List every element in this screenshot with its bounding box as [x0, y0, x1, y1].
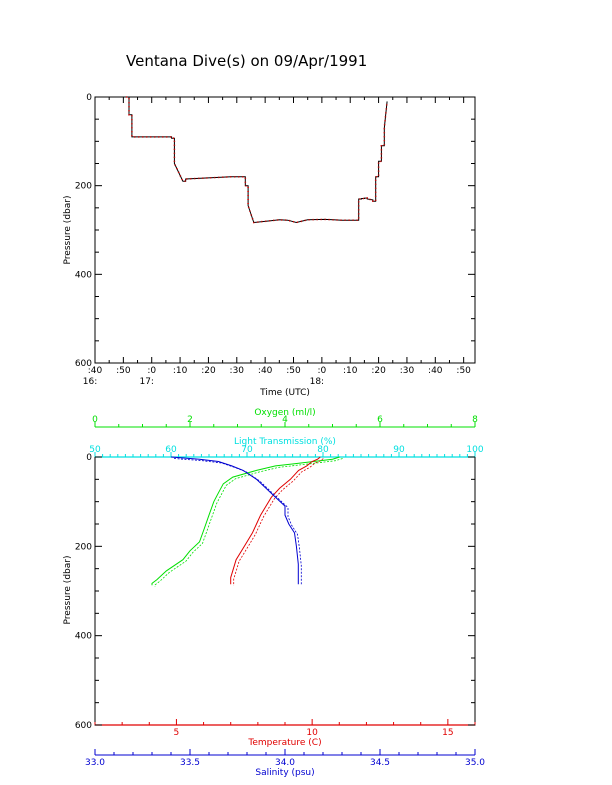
top-x-axis-label: Time (UTC)	[259, 388, 310, 398]
x-tick-label: :40	[428, 366, 443, 376]
oxygen-tick-label: 2	[187, 415, 193, 425]
salinity-axis-label: Salinity (psu)	[255, 768, 314, 778]
top-x-axis: :40 :50 :0 :10 :20 :30 :40 :50 :0 :10 :20 :30 :40 :50…	[83, 97, 471, 387]
x-tick-label: :20	[371, 366, 386, 376]
x-tick-label: :10	[343, 366, 358, 376]
x-tick-label: :30	[400, 366, 415, 376]
profile-series	[151, 456, 343, 587]
salinity-tick-label: 35.0	[465, 758, 485, 768]
y-tick-label: 0	[86, 453, 92, 463]
light-transmission-axis: 50 60 70 80 90 100	[89, 445, 484, 458]
x-tick-label: :0	[317, 366, 326, 376]
x-tick-label: :30	[230, 366, 245, 376]
light-tick-label: 90	[393, 445, 405, 455]
salinity-tick-label: 34.5	[370, 758, 390, 768]
oxygen-axis: 0 2 4 6 8	[92, 415, 478, 427]
chart-title: Ventana Dive(s) on 09/Apr/1991	[126, 52, 367, 70]
x-tick-label: :40	[88, 366, 103, 376]
light-axis-label: Light Transmission (%)	[234, 437, 336, 447]
x-tick-label: :0	[147, 366, 156, 376]
x-tick-label: :50	[286, 366, 301, 376]
y-tick-label: 400	[75, 632, 92, 642]
salinity-profile-down	[170, 456, 299, 585]
y-tick-label: 200	[75, 182, 92, 192]
temperature-axis: 5 10 15	[94, 719, 476, 738]
y-tick-label: 0	[86, 93, 92, 103]
temperature-tick-label: 10	[306, 728, 318, 738]
oxygen-axis-label: Oxygen (ml/l)	[254, 408, 315, 418]
salinity-tick-label: 33.0	[85, 758, 105, 768]
dive-track	[126, 96, 388, 224]
y-tick-label: 200	[75, 542, 92, 552]
oxygen-profile-down	[151, 456, 340, 586]
oxygen-tick-label: 6	[377, 415, 383, 425]
oxygen-tick-label: 4	[282, 415, 288, 425]
temperature-axis-label: Temperature (C)	[247, 738, 321, 748]
temperature-profile-down	[230, 456, 321, 585]
dive-track-line	[126, 96, 388, 224]
x-hour-label: 16:	[83, 377, 97, 387]
salinity-profile-up	[173, 458, 302, 586]
x-hour-label: 18:	[310, 377, 324, 387]
x-tick-label: :50	[116, 366, 131, 376]
y-tick-label: 600	[75, 359, 92, 369]
x-hour-label: 17:	[139, 377, 153, 387]
salinity-tick-label: 33.5	[180, 758, 200, 768]
light-tick-label: 60	[165, 445, 177, 455]
x-tick-label: :20	[201, 366, 216, 376]
y-tick-label: 400	[75, 270, 92, 280]
temperature-tick-label: 5	[174, 728, 180, 738]
temperature-profile-up	[233, 458, 324, 586]
x-tick-label: :50	[456, 366, 471, 376]
bottom-y-axis: 0 200 400 600	[75, 453, 475, 731]
oxygen-tick-label: 8	[472, 415, 478, 425]
x-tick-label: :40	[258, 366, 273, 376]
light-tick-label: 70	[241, 445, 253, 455]
light-tick-label: 80	[317, 445, 329, 455]
light-tick-label: 100	[466, 445, 483, 455]
top-y-axis-label: Pressure (dbar)	[63, 196, 73, 265]
light-tick-label: 50	[89, 445, 101, 455]
bottom-y-axis-label: Pressure (dbar)	[63, 556, 73, 625]
top-y-axis: 0 200 400 600	[75, 93, 475, 369]
x-tick-label: :10	[173, 366, 188, 376]
y-tick-label: 600	[75, 721, 92, 731]
salinity-axis: 33.0 33.5 34.0 34.5 35.0	[85, 749, 485, 768]
temperature-tick-label: 15	[442, 728, 453, 738]
oxygen-tick-label: 0	[92, 415, 98, 425]
salinity-tick-label: 34.0	[275, 758, 295, 768]
oxygen-profile-up	[154, 458, 343, 587]
